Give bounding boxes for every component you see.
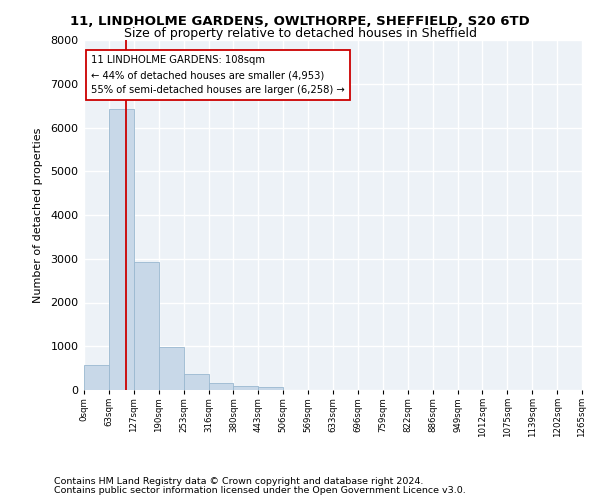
Text: Size of property relative to detached houses in Sheffield: Size of property relative to detached ho… xyxy=(124,28,476,40)
Bar xyxy=(209,383,233,390)
Bar xyxy=(184,374,209,390)
Text: Contains HM Land Registry data © Crown copyright and database right 2024.: Contains HM Land Registry data © Crown c… xyxy=(54,477,424,486)
Bar xyxy=(109,108,134,390)
Text: 11 LINDHOLME GARDENS: 108sqm
← 44% of detached houses are smaller (4,953)
55% of: 11 LINDHOLME GARDENS: 108sqm ← 44% of de… xyxy=(91,56,345,95)
Text: 11, LINDHOLME GARDENS, OWLTHORPE, SHEFFIELD, S20 6TD: 11, LINDHOLME GARDENS, OWLTHORPE, SHEFFI… xyxy=(70,15,530,28)
Text: Contains public sector information licensed under the Open Government Licence v3: Contains public sector information licen… xyxy=(54,486,466,495)
Bar xyxy=(84,365,109,390)
Bar xyxy=(233,386,259,390)
Bar xyxy=(259,386,283,390)
Bar xyxy=(159,347,184,390)
Y-axis label: Number of detached properties: Number of detached properties xyxy=(34,128,43,302)
Bar xyxy=(134,262,159,390)
